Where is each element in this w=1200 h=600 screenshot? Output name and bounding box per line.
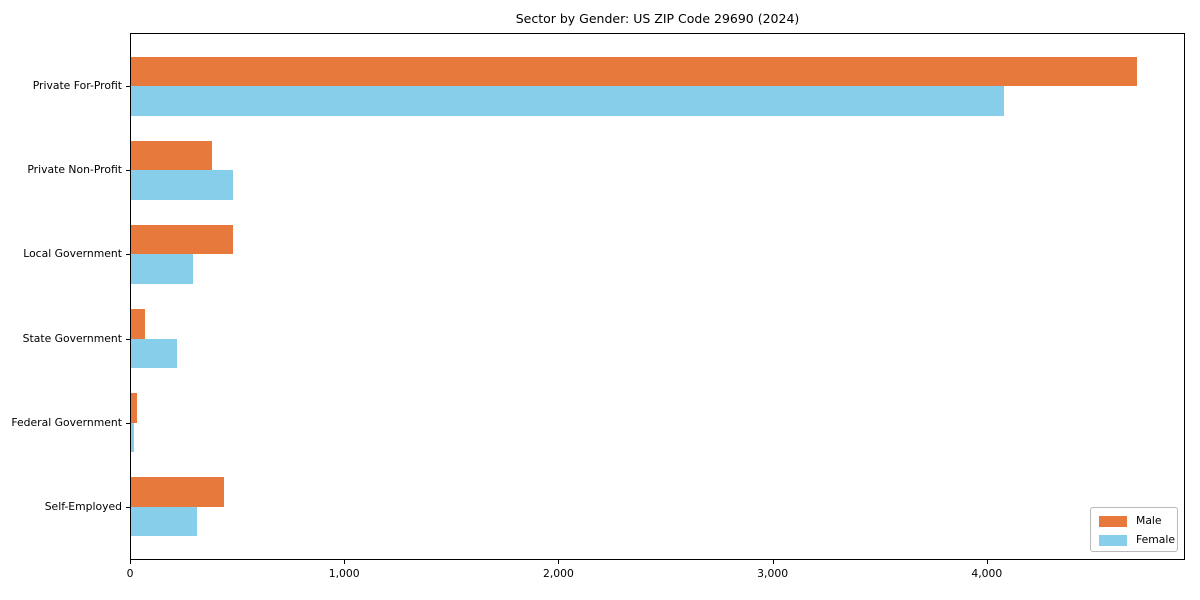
chart-title: Sector by Gender: US ZIP Code 29690 (202…: [515, 11, 800, 26]
x-tick-label: 0: [126, 567, 134, 580]
bar-female-local-government: [131, 254, 194, 284]
legend-label-male: Male: [1136, 514, 1162, 527]
bar-male-self-employed: [131, 477, 225, 507]
x-tick-mark: [558, 560, 559, 564]
x-tick-label: 3,000: [757, 567, 789, 580]
y-tick-mark: [126, 423, 130, 424]
bar-male-local-government: [131, 225, 233, 255]
x-tick-label: 1,000: [328, 567, 360, 580]
plot-area: [130, 33, 1185, 560]
y-tick-label: Federal Government: [11, 415, 122, 429]
x-tick-mark: [987, 560, 988, 564]
y-tick-label: Private For-Profit: [32, 79, 122, 93]
bar-female-federal-government: [131, 422, 134, 452]
y-tick-label: State Government: [22, 331, 122, 345]
y-tick-mark: [126, 507, 130, 508]
legend-entry-female: Female: [1099, 533, 1175, 547]
legend-label-female: Female: [1136, 533, 1176, 546]
y-tick-mark: [126, 170, 130, 171]
y-tick-label: Self-Employed: [44, 499, 122, 513]
y-tick-label: Private Non-Profit: [27, 163, 122, 177]
x-tick-mark: [130, 560, 131, 564]
x-tick-label: 2,000: [542, 567, 574, 580]
x-tick-label: 4,000: [971, 567, 1003, 580]
bar-female-self-employed: [131, 506, 198, 537]
y-tick-mark: [126, 339, 130, 340]
bar-male-private-non-profit: [131, 141, 213, 171]
x-tick-mark: [773, 560, 774, 564]
y-tick-mark: [126, 86, 130, 87]
bar-female-state-government: [131, 338, 178, 368]
bar-male-state-government: [131, 309, 145, 339]
legend: Male Female: [1090, 507, 1178, 552]
bar-male-federal-government: [131, 393, 138, 423]
bar-female-private-non-profit: [131, 170, 233, 200]
bar-female-private-for-profit: [131, 86, 1004, 116]
bar-male-private-for-profit: [131, 56, 1137, 87]
x-tick-mark: [344, 560, 345, 564]
y-tick-label: Local Government: [23, 247, 122, 261]
male-swatch: [1099, 515, 1127, 527]
female-swatch: [1099, 534, 1127, 546]
y-tick-mark: [126, 254, 130, 255]
legend-entry-male: Male: [1099, 514, 1169, 528]
